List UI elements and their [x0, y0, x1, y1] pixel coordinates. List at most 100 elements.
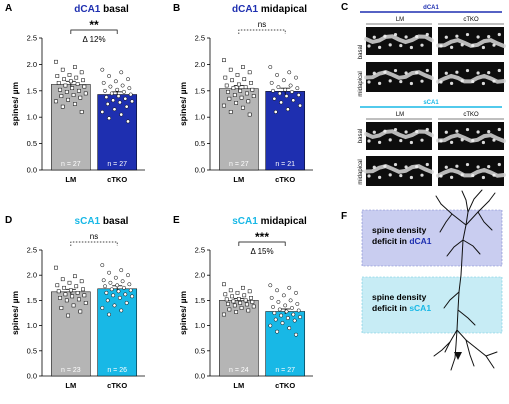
spine — [439, 139, 443, 143]
data-point — [294, 290, 298, 295]
neuron-branch — [467, 189, 483, 213]
data-point — [268, 283, 273, 288]
data-point — [120, 279, 125, 284]
spine — [367, 139, 371, 143]
data-point — [112, 107, 117, 112]
y-tick-label: 0.5 — [195, 346, 205, 355]
data-point — [117, 295, 122, 300]
spine — [388, 138, 392, 142]
data-point — [55, 74, 60, 78]
data-point — [285, 316, 290, 320]
data-point — [126, 119, 130, 124]
panel-letter-c: C — [341, 2, 348, 13]
data-point — [298, 315, 303, 319]
spine — [409, 175, 413, 180]
data-point — [245, 302, 249, 307]
spine — [450, 140, 454, 144]
spine — [460, 79, 464, 83]
data-point — [77, 297, 81, 302]
spine — [393, 127, 398, 132]
data-point — [56, 289, 61, 294]
data-point — [227, 307, 232, 312]
x-category-label: cTKO — [107, 175, 127, 184]
y-tick-label: 0.0 — [195, 372, 205, 381]
data-point — [115, 87, 120, 92]
neuron-soma — [454, 352, 462, 360]
data-point — [82, 293, 87, 298]
spine — [383, 34, 387, 38]
data-point — [241, 65, 245, 69]
data-point — [60, 277, 65, 282]
bar-lm — [219, 300, 259, 377]
spine — [444, 71, 448, 75]
data-point — [238, 301, 243, 305]
data-point — [271, 305, 275, 309]
spine — [399, 138, 403, 143]
y-tick-label: 1.0 — [27, 321, 37, 330]
data-point — [101, 80, 106, 85]
deficit-region-dca1: dCA1 — [409, 236, 431, 246]
data-point — [79, 110, 84, 114]
spine — [476, 165, 480, 169]
data-point — [78, 95, 83, 100]
data-point — [247, 70, 252, 75]
data-point — [232, 93, 237, 97]
spine — [460, 138, 464, 142]
panel-letter: B — [173, 3, 180, 14]
spine — [497, 162, 501, 167]
spine — [372, 165, 376, 169]
data-point — [109, 91, 114, 96]
spine — [497, 127, 501, 132]
y-tick-label: 2.0 — [195, 271, 205, 280]
spine — [465, 68, 470, 73]
data-point — [238, 88, 243, 93]
spine — [425, 32, 429, 37]
data-point — [247, 112, 252, 117]
data-point — [228, 288, 233, 293]
spine — [492, 173, 496, 177]
spine — [492, 79, 496, 83]
y-tick-label: 1.0 — [27, 113, 37, 122]
data-point — [251, 304, 256, 309]
chart-title-layer: midapical — [258, 216, 307, 227]
neuron-drawing — [433, 189, 498, 371]
data-point — [67, 73, 72, 77]
spine — [465, 162, 470, 167]
data-point — [281, 78, 286, 83]
data-point — [62, 77, 66, 82]
spine — [450, 175, 454, 179]
data-point — [101, 278, 106, 283]
data-point — [298, 103, 303, 108]
data-point — [108, 84, 113, 89]
data-point — [284, 309, 289, 314]
micro-col-label-lm-top: LM — [396, 17, 404, 23]
data-point — [59, 94, 64, 98]
data-point — [105, 102, 110, 106]
spine — [388, 79, 392, 83]
data-point — [64, 298, 69, 303]
dendrite — [436, 167, 506, 178]
data-point — [68, 288, 73, 293]
micro-col-label-ctko-top: cTKO — [463, 17, 479, 23]
data-point — [71, 303, 76, 308]
data-point — [272, 311, 277, 315]
data-point — [103, 284, 107, 289]
y-axis-label: spines/ µm — [178, 291, 188, 336]
significance-label: ns — [90, 232, 98, 241]
data-point — [74, 284, 79, 289]
y-tick-label: 1.5 — [27, 86, 37, 95]
data-point — [287, 285, 292, 290]
y-tick-label: 1.5 — [27, 296, 37, 305]
chart-title: dCA1 basal — [74, 4, 129, 15]
deficit-prefix: deficit in — [372, 303, 409, 313]
chart-title: sCA1 midapical — [232, 216, 307, 227]
spine — [378, 140, 382, 144]
y-tick-label: 1.5 — [195, 86, 205, 95]
neuron-branch — [477, 211, 493, 231]
data-point — [81, 78, 85, 83]
data-point — [295, 301, 300, 306]
panel-f-schematic: F spine density deficit in dCA1 spine de… — [341, 189, 503, 371]
spine — [492, 138, 496, 142]
